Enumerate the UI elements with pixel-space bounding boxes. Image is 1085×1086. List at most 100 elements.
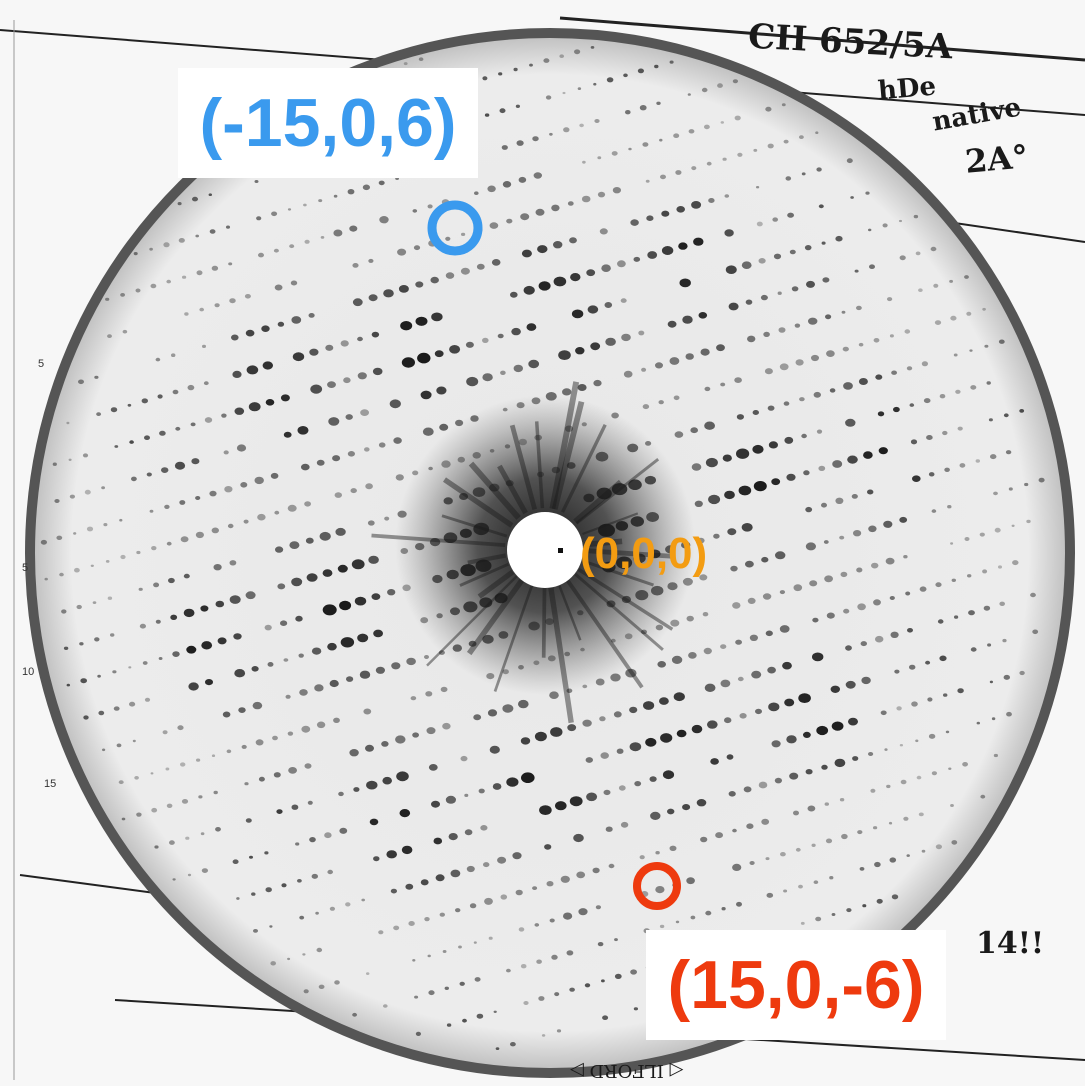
reflection-spot	[307, 800, 313, 805]
reflection-spot	[758, 781, 768, 789]
reflection-spot	[693, 237, 704, 246]
reflection-spot	[767, 143, 774, 149]
reflection-spot	[418, 57, 424, 61]
reflection-spot	[290, 280, 298, 286]
reflection-spot	[700, 836, 708, 843]
reflection-spot	[870, 788, 876, 793]
reflection-spot	[251, 666, 259, 672]
reflection-spot	[789, 772, 799, 780]
reflection-spot	[716, 344, 725, 352]
reflection-spot	[134, 776, 139, 780]
reflection-spot	[464, 793, 469, 798]
reflection-spot	[576, 871, 586, 879]
reflection-spot	[316, 947, 323, 953]
reflection-spot	[702, 612, 709, 617]
reflection-spot	[904, 329, 911, 334]
reflection-spot	[724, 490, 735, 500]
reflection-spot	[947, 505, 952, 509]
reflection-spot	[964, 537, 970, 541]
reflection-spot	[625, 668, 637, 678]
reflection-spot	[601, 264, 611, 273]
reflection-spot	[655, 362, 663, 369]
reflection-spot	[382, 776, 393, 785]
reflection-spot	[762, 593, 772, 600]
reflection-spot	[161, 467, 169, 473]
reflection-spot	[735, 639, 742, 645]
reflection-spot	[682, 315, 693, 324]
reflection-spot	[515, 104, 521, 109]
reflection-spot	[945, 730, 950, 734]
beam-streak	[541, 587, 547, 658]
reflection-spot	[791, 286, 799, 292]
reflection-spot	[865, 191, 870, 195]
reflection-spot	[746, 823, 754, 829]
reflection-spot	[431, 800, 440, 808]
reflection-spot	[295, 615, 303, 622]
reflection-spot	[154, 845, 159, 849]
reflection-spot	[642, 142, 649, 147]
reflection-spot	[809, 580, 818, 587]
reflection-spot	[753, 481, 767, 492]
reflection-spot	[605, 337, 616, 346]
reflection-spot	[805, 506, 813, 513]
beam-streak	[443, 477, 514, 528]
beam-streak	[573, 479, 623, 524]
reflection-spot	[805, 769, 813, 775]
reflection-spot	[338, 791, 344, 797]
reflection-spot	[935, 844, 943, 850]
reflection-spot	[980, 794, 986, 799]
reflection-spot	[483, 862, 490, 868]
reflection-spot	[688, 129, 695, 134]
reflection-spot	[232, 370, 242, 378]
reflection-spot	[495, 1047, 500, 1050]
reflection-spot	[273, 772, 281, 778]
reflection-spot	[337, 564, 348, 573]
reflection-spot	[722, 454, 732, 462]
reflection-spot	[812, 617, 819, 623]
reflection-spot	[482, 373, 493, 382]
reflection-spot	[613, 711, 622, 718]
reflection-spot	[551, 204, 560, 212]
reflection-spot	[991, 717, 996, 721]
reflection-spot	[645, 179, 650, 183]
reflection-spot	[92, 601, 97, 604]
reflection-spot	[861, 676, 871, 685]
handwritten-bottom-note: 14!!	[976, 926, 1045, 961]
reflection-spot	[554, 992, 560, 997]
reflection-spot	[136, 812, 142, 817]
reflection-spot	[102, 748, 106, 752]
reflection-spot	[401, 845, 413, 855]
reflection-spot	[923, 398, 931, 404]
reflection-spot	[511, 327, 521, 336]
beam-streaks	[371, 381, 675, 724]
reflection-spot	[747, 335, 756, 343]
reflection-spot	[775, 551, 786, 560]
reflection-spot	[515, 889, 523, 896]
reflection-spot	[768, 441, 779, 449]
reflection-spot	[816, 167, 822, 172]
reflection-spot	[265, 887, 272, 893]
reflection-spot	[944, 467, 950, 472]
reflection-spot	[822, 277, 830, 283]
reflection-spot	[240, 482, 248, 488]
reflection-spot	[144, 435, 150, 441]
reflection-spot	[806, 280, 815, 288]
reflection-spot	[606, 77, 614, 83]
reflection-spot	[764, 368, 773, 375]
reflection-spot	[541, 1034, 546, 1037]
reflection-spot	[258, 252, 264, 258]
reflection-spot	[352, 298, 363, 307]
reflection-spot	[679, 278, 691, 288]
reflection-spot	[804, 245, 812, 251]
reflection-spot	[660, 733, 673, 743]
reflection-spot	[368, 555, 379, 564]
reflection-spot	[518, 699, 529, 709]
reflection-spot	[584, 983, 591, 988]
reflection-spot	[623, 370, 633, 378]
reflection-spot	[255, 739, 264, 746]
reflection-spot	[424, 655, 429, 659]
reflection-spot	[654, 64, 659, 69]
reflection-spot	[52, 462, 57, 466]
reflection-spot	[347, 189, 355, 195]
reflection-spot	[846, 158, 853, 164]
